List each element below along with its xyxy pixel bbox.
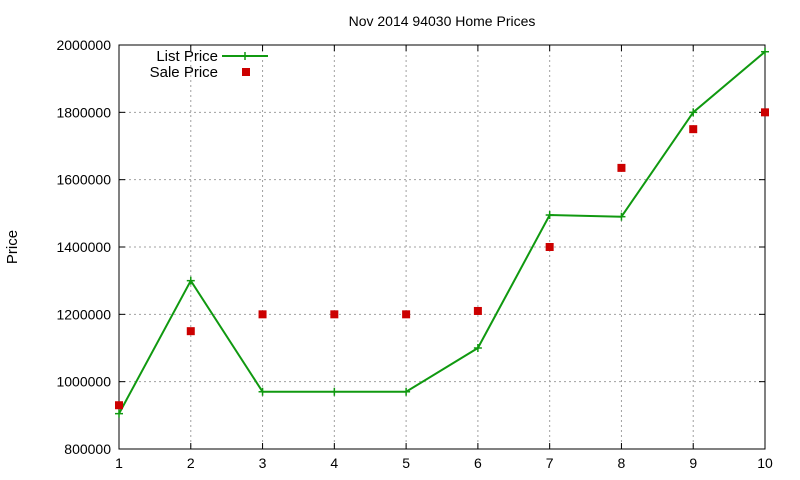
y-tick-label: 1800000 [56,104,111,120]
list-price-point [689,108,698,117]
y-tick-label: 800000 [64,441,111,457]
y-tick-label: 1000000 [56,374,111,390]
list-price-point [115,409,123,418]
x-tick-label: 9 [689,455,697,471]
y-axis-label: Price [4,230,21,264]
grid-lines [119,45,765,449]
list-price-point [330,387,339,396]
sale-price-point [258,310,267,319]
list-price-point [617,212,626,221]
x-tick-label: 3 [259,455,267,471]
x-tick-label: 6 [474,455,482,471]
y-tick-label: 1400000 [56,239,111,255]
x-tick-label: 10 [757,455,773,471]
sale-price-point [761,108,769,117]
legend-square-marker [242,68,250,76]
sale-price-point [689,125,698,134]
sale-price-point [402,310,411,319]
list-price-point [186,276,195,285]
y-tick-label: 2000000 [56,37,111,53]
sale-price-point [617,163,626,172]
legend-entry-label: List Price [156,48,218,65]
x-tick-label: 7 [546,455,554,471]
x-tick-label: 2 [187,455,195,471]
x-tick-label: 5 [402,455,410,471]
y-tick-label: 1600000 [56,172,111,188]
sale-price-point [545,243,554,251]
sale-price-point [115,401,123,410]
list-price-point [761,47,769,56]
legend-plus-marker [241,52,249,60]
sale-price-point [473,306,482,315]
chart-title: Nov 2014 94030 Home Prices [349,13,536,29]
x-tick-label: 4 [330,455,338,471]
legend-entry-label: Sale Price [150,64,218,81]
list-price-point [402,387,411,396]
list-price-point [258,387,267,396]
sale-price-point [330,310,339,319]
list-price-line [118,50,766,415]
data-series [115,47,769,418]
sale-price-point [186,327,195,336]
list-price-point [545,211,554,220]
list-price-point [473,344,482,352]
axis-ticks: 1 2 3 4 5 6 7 8 9 10 800000 1000000 1200000 1400000 16… [56,37,773,471]
x-tick-label: 1 [115,455,123,471]
y-tick-label: 1200000 [56,306,111,322]
x-tick-label: 8 [618,455,626,471]
